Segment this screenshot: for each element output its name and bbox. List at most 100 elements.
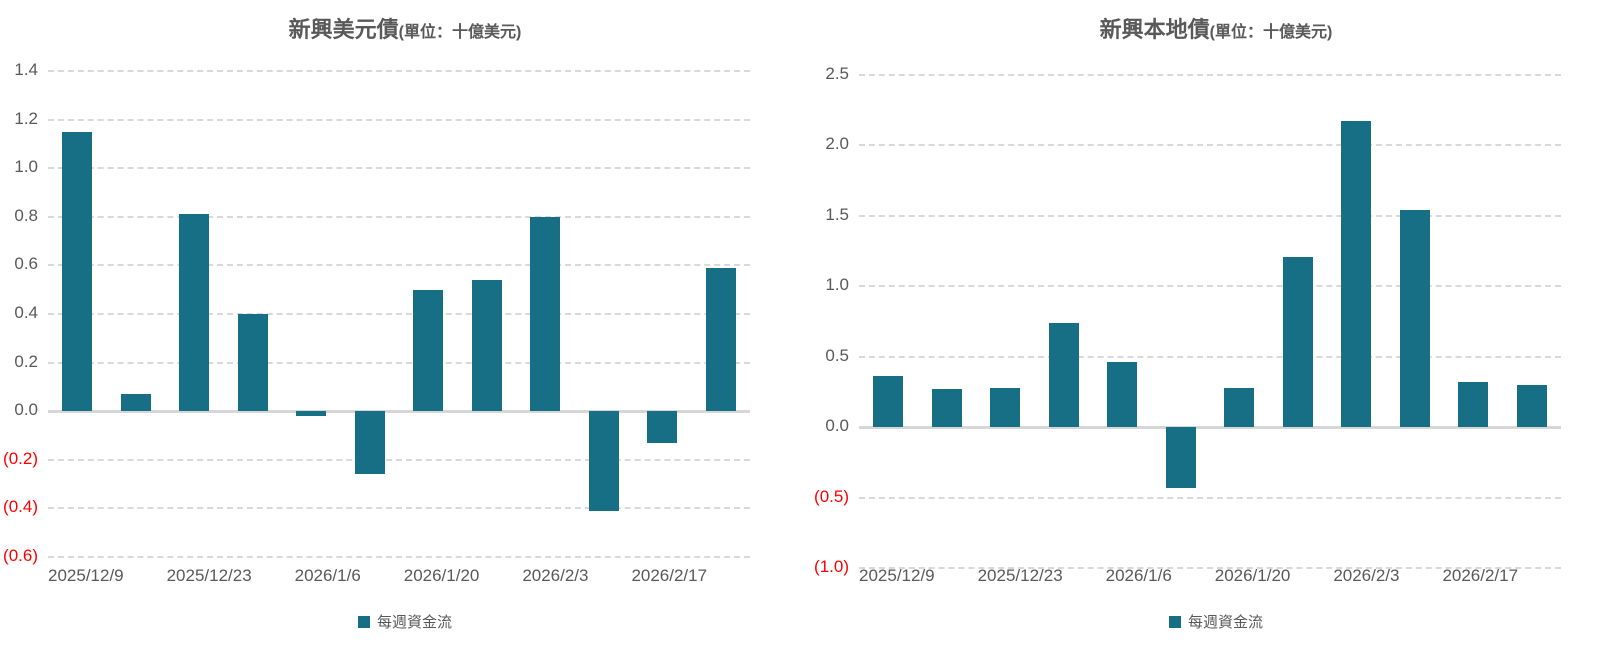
bar xyxy=(1399,210,1430,428)
y-tick-label: 0.5 xyxy=(825,345,849,365)
bar-slot xyxy=(1035,75,1094,568)
bar-slot xyxy=(918,75,977,568)
bar-slot xyxy=(341,71,400,557)
y-tick-label: 1.0 xyxy=(14,157,38,177)
x-tick-label xyxy=(1518,566,1561,586)
bar xyxy=(1048,322,1079,428)
x-tick-label: 2026/1/20 xyxy=(403,566,480,585)
x-tick-label: 2026/2/17 xyxy=(1442,566,1519,585)
x-tick-label xyxy=(1063,566,1106,586)
x-tick-label: 2025/12/23 xyxy=(977,566,1063,585)
chart-title: 新興美元債(單位：十億美元) xyxy=(0,12,810,44)
bar xyxy=(530,216,561,412)
bar xyxy=(990,387,1021,428)
bar xyxy=(413,289,444,412)
bar-slot xyxy=(165,71,224,557)
bar xyxy=(1516,384,1547,428)
bar xyxy=(1458,382,1489,428)
gridline xyxy=(859,285,1561,288)
y-tick-label: 2.5 xyxy=(825,64,849,83)
gridline xyxy=(859,214,1561,217)
x-tick-label: 2026/1/6 xyxy=(1105,566,1172,585)
x-tick-label xyxy=(124,566,167,586)
bar xyxy=(237,314,268,412)
bar-slot xyxy=(458,71,517,557)
bar xyxy=(354,411,385,475)
plot-area: 2.5 2.0 1.5 1.0 0.5 0.0 (0.5) (1.0) xyxy=(814,64,1561,576)
bar-slot xyxy=(1503,75,1562,568)
y-tick-label: (0.5) xyxy=(814,486,849,506)
chart-title-text: 新興本地債 xyxy=(1099,17,1210,42)
x-tick-label: 2026/2/17 xyxy=(631,566,708,585)
bar xyxy=(931,389,962,428)
legend-label: 每週資金流 xyxy=(376,614,452,631)
gridline xyxy=(48,313,750,315)
x-tick-label xyxy=(361,566,404,586)
x-tick-label xyxy=(707,566,750,586)
legend-swatch-icon xyxy=(1168,615,1181,628)
gridline xyxy=(48,458,750,461)
y-tick-label: 0.0 xyxy=(14,400,38,420)
bar-slot xyxy=(1327,75,1386,568)
bar-slot xyxy=(633,71,692,557)
y-tick-label: 0.8 xyxy=(14,205,38,225)
gridline xyxy=(859,144,1561,147)
bar-slot xyxy=(282,71,341,557)
chart-title: 新興本地債(單位：十億美元) xyxy=(811,12,1621,44)
x-tick-label: 2025/12/9 xyxy=(48,566,124,585)
y-tick-label: (1.0) xyxy=(814,557,849,576)
x-tick-label: 2026/2/3 xyxy=(1333,566,1400,585)
bar xyxy=(1224,387,1255,428)
x-tick-label xyxy=(1400,566,1443,586)
gridline xyxy=(48,167,750,170)
y-tick-label: (0.6) xyxy=(3,546,38,565)
x-tick-label: 2025/12/9 xyxy=(859,566,935,585)
gridline xyxy=(48,361,750,364)
gridline xyxy=(859,496,1561,499)
zero-axis-line xyxy=(48,410,750,414)
bar xyxy=(179,214,210,412)
plot-area: 1.4 1.2 1.0 0.8 0.6 0.4 0.2 0.0 (0.2) (0.4) (0.6) xyxy=(3,60,751,565)
bars-container xyxy=(859,75,1561,568)
bar xyxy=(588,411,619,511)
bar-slot xyxy=(1093,75,1152,568)
bar xyxy=(1107,362,1138,428)
gridline xyxy=(48,70,750,72)
zero-axis-line xyxy=(859,426,1561,430)
x-tick-label xyxy=(1290,566,1333,586)
bar xyxy=(296,411,327,417)
y-tick-label: 0.0 xyxy=(825,416,849,436)
bar-slot xyxy=(224,71,283,557)
y-tick-label: 0.6 xyxy=(14,254,38,274)
x-tick-label: 2026/2/3 xyxy=(522,566,589,585)
bar-slot xyxy=(859,75,918,568)
gridline xyxy=(48,264,750,267)
y-tick-label: 2.0 xyxy=(825,134,849,154)
gridline xyxy=(859,74,1561,76)
bar xyxy=(1165,427,1196,488)
bar-slot xyxy=(692,71,751,557)
legend: 每週資金流 xyxy=(811,611,1621,632)
gridline xyxy=(48,507,750,510)
bar-slot xyxy=(1210,75,1269,568)
bar-slot xyxy=(48,71,107,557)
legend-swatch-icon xyxy=(357,615,370,628)
gridline xyxy=(48,556,750,558)
bar xyxy=(120,394,151,412)
y-tick-label: (0.4) xyxy=(3,497,38,517)
x-tick-label xyxy=(589,566,632,586)
chart-title-unit: (單位：十億美元) xyxy=(1209,24,1333,41)
bar-slot xyxy=(516,71,575,557)
y-tick-label: 1.0 xyxy=(825,275,849,295)
gridline xyxy=(859,355,1561,358)
x-tick-label xyxy=(935,566,978,586)
x-tick-label: 2025/12/23 xyxy=(166,566,252,585)
gridline xyxy=(859,567,1561,569)
bar-slot xyxy=(1152,75,1211,568)
emerging-local-bond-chart: 新興本地債(單位：十億美元) 2.5 2.0 1.5 1.0 0.5 0.0 (0.5) (1… xyxy=(811,0,1621,658)
bar-slot xyxy=(976,75,1035,568)
bar-slot xyxy=(399,71,458,557)
bar xyxy=(873,376,904,428)
gridline xyxy=(48,118,750,121)
